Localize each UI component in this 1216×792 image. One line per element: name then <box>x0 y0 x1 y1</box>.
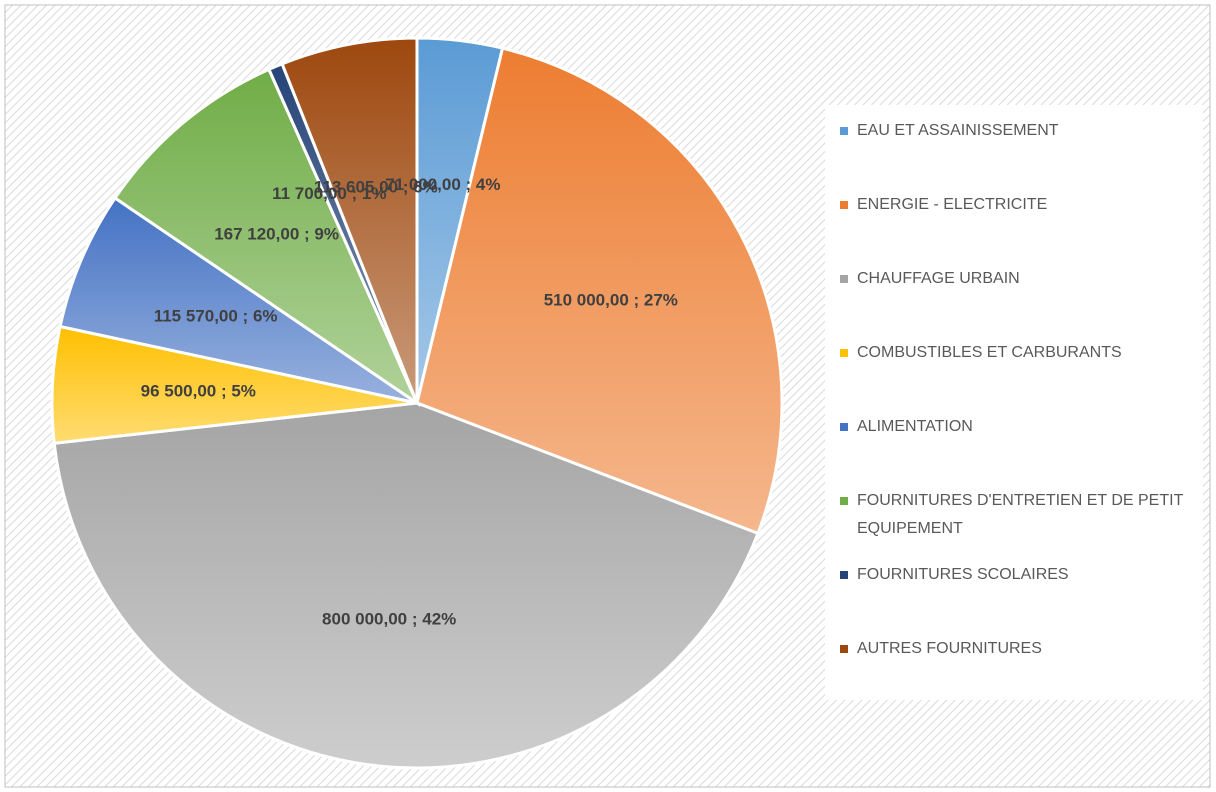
legend-item: ENERGIE - ELECTRICITE <box>840 191 1185 219</box>
legend-label: AUTRES FOURNITURES <box>857 640 1042 657</box>
data-label: 96 500,00 ; 5% <box>141 381 256 400</box>
legend-item: FOURNITURES SCOLAIRES <box>840 561 1185 589</box>
legend-label: CHAUFFAGE URBAIN <box>857 270 1020 287</box>
legend-swatch <box>840 645 848 653</box>
legend-item: EAU ET ASSAINISSEMENT <box>840 117 1185 145</box>
legend-item: AUTRES FOURNITURES <box>840 635 1185 663</box>
data-label: 113 605,00 ; 6% <box>314 177 438 196</box>
legend-label: COMBUSTIBLES ET CARBURANTS <box>857 344 1122 361</box>
data-label: 11 700,00 ; 1% <box>272 184 386 203</box>
legend-swatch <box>840 497 848 505</box>
data-label: 71 000,00 ; 4% <box>385 175 500 194</box>
legend-item: ALIMENTATION <box>840 413 1185 441</box>
data-label: 167 120,00 ; 9% <box>214 224 339 243</box>
data-label: 510 000,00 ; 27% <box>544 290 678 309</box>
legend-item: COMBUSTIBLES ET CARBURANTS <box>840 339 1185 367</box>
legend-label: ENERGIE - ELECTRICITE <box>857 196 1048 213</box>
legend: EAU ET ASSAINISSEMENT ENERGIE - ELECTRICI… <box>825 105 1203 700</box>
legend-swatch <box>840 571 848 579</box>
legend-item: CHAUFFAGE URBAIN <box>840 265 1185 293</box>
legend-label: ALIMENTATION <box>857 418 973 435</box>
legend-label: FOURNITURES D'ENTRETIEN ET DE PETIT EQUI… <box>857 492 1184 537</box>
legend-label: FOURNITURES SCOLAIRES <box>857 566 1069 583</box>
legend-swatch <box>840 127 848 135</box>
legend-swatch <box>840 349 848 357</box>
legend-item: FOURNITURES D'ENTRETIEN ET DE PETIT EQUI… <box>840 487 1185 543</box>
legend-swatch <box>840 201 848 209</box>
data-label: 800 000,00 ; 42% <box>322 610 456 629</box>
legend-swatch <box>840 423 848 431</box>
legend-swatch <box>840 275 848 283</box>
data-label: 115 570,00 ; 6% <box>154 306 278 325</box>
legend-label: EAU ET ASSAINISSEMENT <box>857 122 1059 139</box>
